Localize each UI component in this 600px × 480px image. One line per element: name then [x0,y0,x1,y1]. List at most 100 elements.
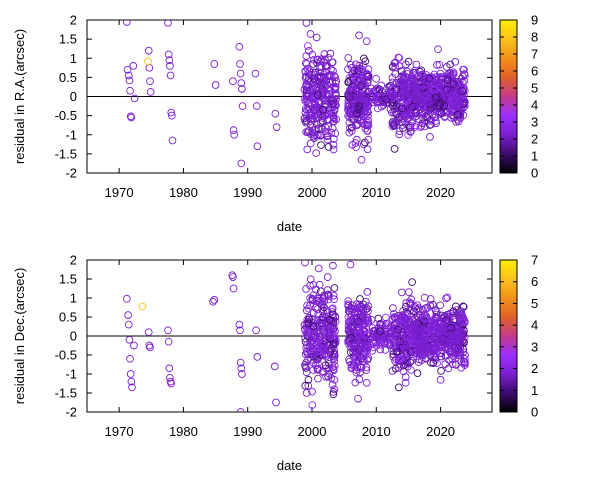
data-point [367,93,376,101]
data-point [237,159,246,168]
data-point [314,359,322,368]
data-point [235,320,244,329]
data-point [431,94,439,102]
data-point [403,67,412,76]
data-point [395,130,404,139]
data-point [440,323,448,332]
data-point [348,140,357,149]
data-point [458,72,467,81]
data-point [450,340,459,349]
data-point [330,72,339,80]
data-point [413,305,422,314]
data-point [309,366,318,374]
data-point [330,95,339,104]
data-point [127,113,136,122]
colorbar-tick-label: 3 [531,115,538,130]
data-point [373,334,382,342]
y-tick-label: 1.5 [59,32,77,47]
colorbar-tick-label: 5 [531,296,538,311]
colorbar-tick-label: 0 [531,166,538,181]
data-point [373,98,382,107]
data-point [168,111,176,120]
data-point [354,394,362,403]
x-tick-label: 2020 [426,185,455,200]
data-point [144,46,153,55]
colorbar-tick-label: 8 [531,30,538,45]
data-point [302,368,311,377]
y-tick-label: -2 [65,166,77,181]
data-point [436,75,445,83]
data-point [130,94,139,103]
data-point [305,315,314,324]
data-point [302,111,311,120]
data-point [424,97,432,106]
data-point [447,74,456,83]
data-point [325,370,334,378]
data-point [324,325,332,333]
data-point [322,352,330,361]
x-tick-label: 1970 [105,185,134,200]
x-tick-label: 1970 [105,424,134,439]
data-point [331,91,340,100]
colorbar-tick-label: 6 [531,64,538,79]
data-point [146,77,154,86]
data-point [124,311,132,319]
data-point [399,100,407,108]
data-point [329,261,337,270]
data-point [346,124,354,132]
data-point [355,375,364,384]
data-point [414,92,423,101]
data-point [396,82,405,91]
data-point [126,370,135,378]
x-tick-label: 2000 [298,185,327,200]
data-point [306,294,314,302]
data-point [320,101,329,109]
data-point [324,143,333,151]
data-point [330,361,339,370]
data-point [270,362,279,371]
data-point [344,313,353,322]
data-point [229,284,238,293]
data-point [455,81,463,90]
data-point [319,91,327,100]
data-point [363,145,372,154]
data-point [345,101,354,110]
data-point [443,102,452,111]
data-point [382,95,391,104]
data-point [165,56,174,65]
data-point [407,366,415,374]
data-point [313,91,322,99]
data-point [329,67,337,75]
data-point [408,103,417,111]
data-point [327,109,336,118]
data-point [323,132,332,141]
data-point [253,142,262,151]
data-point [437,109,446,118]
data-point [359,140,368,149]
data-point [407,332,416,340]
colorbar-tick-label: 2 [531,132,538,147]
data-point [376,319,385,328]
data-point [238,84,246,93]
data-point [436,375,445,384]
data-point [456,112,464,121]
data-point [369,98,378,107]
data-point [394,325,403,334]
data-point [355,31,363,40]
data-point [314,124,323,133]
colorbar [499,259,518,413]
data-point [362,363,371,372]
data-point [355,102,364,110]
data-point [323,135,332,144]
data-point [448,360,457,369]
data-point [412,312,421,320]
data-point [164,20,172,27]
data-point [123,20,131,26]
y-tick-label: 0 [70,329,77,344]
data-point [394,53,403,62]
data-point [124,320,133,329]
data-point [455,94,464,103]
data-point [318,117,327,125]
data-point [420,315,429,323]
data-point [458,317,467,326]
